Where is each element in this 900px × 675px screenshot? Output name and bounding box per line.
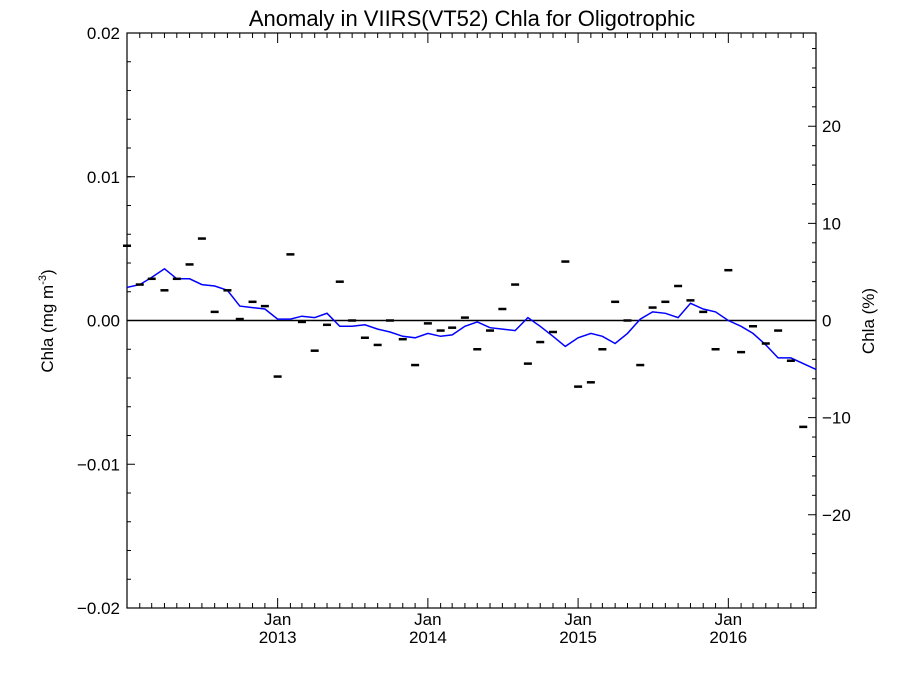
y-axis-label-main: Chla (mg m	[38, 285, 57, 373]
x-tick-month-label: Jan	[414, 610, 441, 629]
data-layer	[123, 237, 817, 429]
y2-tick-label: 10	[822, 214, 841, 233]
svg-text:Chla (mg m-3): Chla (mg m-3)	[37, 269, 57, 372]
y-axis-label: Chla (mg m-3)	[37, 269, 57, 372]
x-tick-month-label: Jan	[715, 610, 742, 629]
y2-tick-label: 0	[822, 312, 831, 331]
y2-axis-label: Chla (%)	[859, 288, 878, 354]
x-tick-year-label: 2015	[559, 628, 597, 647]
x-tick-year-label: 2016	[709, 628, 747, 647]
axes-layer: −0.02−0.010.000.010.02−20−1001020Jan2013…	[77, 24, 851, 647]
y-tick-label: −0.02	[77, 599, 120, 618]
y-axis-label-superscript: -3	[37, 275, 49, 285]
y-tick-label: −0.01	[77, 455, 120, 474]
y-tick-label: 0.02	[87, 24, 120, 43]
x-tick-year-label: 2013	[259, 628, 297, 647]
chart-title: Anomaly in VIIRS(VT52) Chla for Oligotro…	[249, 6, 695, 31]
x-tick-month-label: Jan	[564, 610, 591, 629]
plot-area	[126, 32, 817, 609]
y-tick-label: 0.01	[87, 168, 120, 187]
x-tick-month-label: Jan	[264, 610, 291, 629]
y2-tick-label: −20	[822, 506, 851, 525]
y2-tick-label: 20	[822, 117, 841, 136]
y-axis-label-close: )	[38, 269, 57, 275]
x-tick-year-label: 2014	[409, 628, 447, 647]
y-tick-label: 0.00	[87, 312, 120, 331]
y2-tick-label: −10	[822, 409, 851, 428]
series-line	[126, 267, 817, 371]
